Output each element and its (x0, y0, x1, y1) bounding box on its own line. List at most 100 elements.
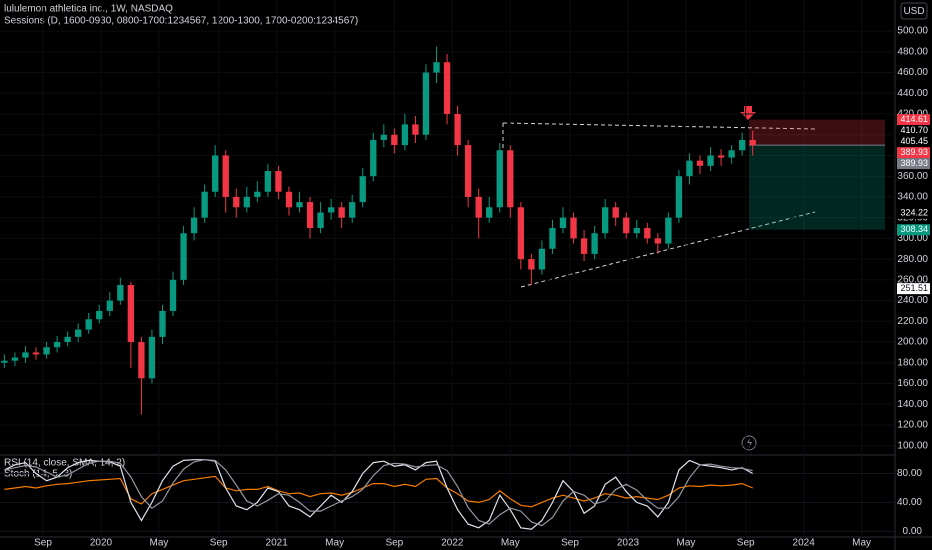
y-tick-label: 220.00 (897, 316, 928, 327)
candle-body (349, 202, 356, 218)
candle-body (22, 352, 29, 358)
candle-body (233, 196, 240, 208)
candle-body (138, 342, 145, 379)
osc-tick-label: 0.00 (903, 526, 923, 537)
candle-body (623, 217, 630, 234)
y-tick-label: 460.00 (897, 67, 928, 78)
candle-body (696, 160, 704, 166)
target-zone (749, 145, 885, 230)
candle-body (327, 207, 335, 213)
x-tick-label: May (325, 538, 344, 549)
candle-body (422, 72, 430, 135)
candle-body (591, 233, 598, 254)
candle-body (707, 155, 714, 166)
candle-body (159, 310, 166, 337)
y-tick-label: 180.00 (897, 357, 928, 368)
candle-body (11, 357, 19, 361)
candle-body (686, 160, 693, 177)
candle-body (370, 139, 377, 177)
x-tick-label: 2021 (266, 538, 289, 549)
y-tick-label: 140.00 (897, 399, 928, 410)
candle-body (633, 228, 640, 234)
candle-body (96, 310, 103, 320)
stoch-title: Stoch (14, 5, 3) (4, 469, 72, 480)
candle-body (306, 202, 314, 229)
candle-body (675, 176, 683, 218)
y-tick-label: 360.00 (897, 171, 928, 182)
candle-body (612, 207, 619, 218)
candle-body (285, 191, 293, 208)
candle-body (454, 114, 461, 146)
candle-body (517, 207, 525, 260)
candle-body (212, 155, 219, 192)
candle-body (749, 139, 756, 146)
candle-body (654, 238, 662, 244)
y-tick-label: 280.00 (897, 254, 928, 265)
x-tick-label: Sep (561, 538, 579, 549)
price-marker-label: 410.70 (900, 125, 928, 135)
price-marker-label: 389.93 (900, 147, 928, 157)
candle-body (85, 319, 92, 330)
price-marker-label: 405.45 (900, 136, 928, 146)
candle-body (559, 217, 567, 229)
x-tick-label: Sep (210, 538, 228, 549)
x-tick-label: 2022 (441, 538, 464, 549)
candle-body (254, 191, 261, 197)
candle-body (180, 233, 187, 280)
candle-body (601, 207, 609, 234)
candle-body (728, 150, 735, 158)
y-tick-label: 440.00 (897, 88, 928, 99)
osc-line (4, 459, 753, 527)
candle-body (412, 124, 419, 135)
osc-tick-label: 80.00 (897, 468, 922, 479)
candle-body (53, 342, 61, 348)
candle-body (443, 62, 451, 115)
candle-body (549, 228, 556, 249)
candle-body (264, 171, 272, 192)
currency-button[interactable] (900, 2, 928, 20)
price-marker-label: 308.34 (900, 224, 928, 234)
x-tick-label: 2023 (617, 538, 640, 549)
candle-body (32, 352, 40, 355)
y-tick-label: 340.00 (897, 192, 928, 203)
candle-body (43, 347, 50, 355)
candle-body (75, 329, 82, 337)
price-marker-label: 414.61 (900, 114, 928, 124)
trend-line-upper[interactable] (502, 122, 816, 130)
osc-line (4, 459, 753, 530)
candle-body (391, 134, 398, 146)
candle-body (106, 300, 113, 311)
candle-body (475, 196, 482, 218)
candle-body (380, 134, 387, 140)
y-tick-label: 120.00 (897, 420, 928, 431)
x-tick-label: May (150, 538, 169, 549)
candle-body (275, 171, 282, 192)
candle-body (169, 279, 177, 311)
candle-body (148, 336, 156, 379)
x-tick-label: Sep (385, 538, 403, 549)
candle-body (739, 139, 746, 151)
x-tick-label: May (677, 538, 696, 549)
candle-body (338, 207, 345, 218)
price-marker-label: 389.93 (900, 158, 928, 168)
x-tick-label: Sep (34, 538, 52, 549)
price-marker (897, 224, 930, 236)
price-marker (897, 125, 930, 137)
price-marker-label: 324.22 (900, 208, 928, 218)
y-tick-label: 480.00 (897, 46, 928, 57)
candle-body (64, 336, 71, 343)
sell-arrow (740, 106, 756, 120)
candle-body (359, 176, 366, 203)
candle-body (433, 62, 440, 73)
price-marker (897, 136, 930, 148)
osc-tick-label: 40.00 (897, 497, 922, 508)
price-marker (897, 158, 930, 170)
replay-icon[interactable] (741, 435, 757, 451)
y-tick-label: 160.00 (897, 378, 928, 389)
chart-title: lululemon athletica inc., 1W, NASDAQ (4, 4, 173, 15)
currency-label[interactable]: USD (903, 6, 924, 17)
candle-body (201, 191, 208, 218)
stop-zone (749, 119, 885, 146)
